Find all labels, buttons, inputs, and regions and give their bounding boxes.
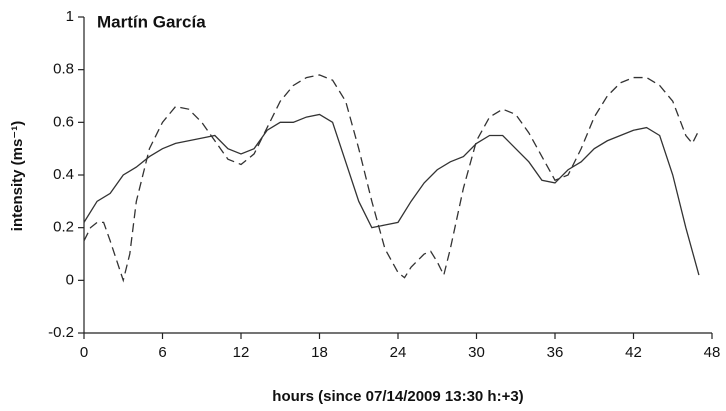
y-tick-label: 0.6 xyxy=(53,113,74,130)
x-tick-label: 12 xyxy=(233,344,250,361)
y-tick-label: -0.2 xyxy=(48,324,74,341)
y-tick-label: 0.2 xyxy=(53,219,74,236)
data-line xyxy=(83,74,700,283)
x-tick-label: 24 xyxy=(390,344,407,361)
x-axis-label: hours (since 07/14/2009 13:30 h:+3) xyxy=(272,388,523,405)
chart-title: Martín García xyxy=(97,12,206,31)
y-axis-label: intensity (ms⁻¹) xyxy=(9,121,26,231)
x-tick-label: 48 xyxy=(704,344,721,361)
x-tick-label: 0 xyxy=(80,344,88,361)
x-tick-label: 36 xyxy=(547,344,564,361)
x-tick-label: 30 xyxy=(468,344,485,361)
x-tick-label: 6 xyxy=(158,344,166,361)
y-tick-label: 1 xyxy=(66,8,74,25)
y-tick-label: 0.8 xyxy=(53,61,74,78)
x-tick-label: 18 xyxy=(311,344,328,361)
y-tick-label: 0.4 xyxy=(53,166,74,183)
y-tick-label: 0 xyxy=(66,271,74,288)
data-line xyxy=(83,113,700,276)
x-tick-label: 42 xyxy=(625,344,642,361)
